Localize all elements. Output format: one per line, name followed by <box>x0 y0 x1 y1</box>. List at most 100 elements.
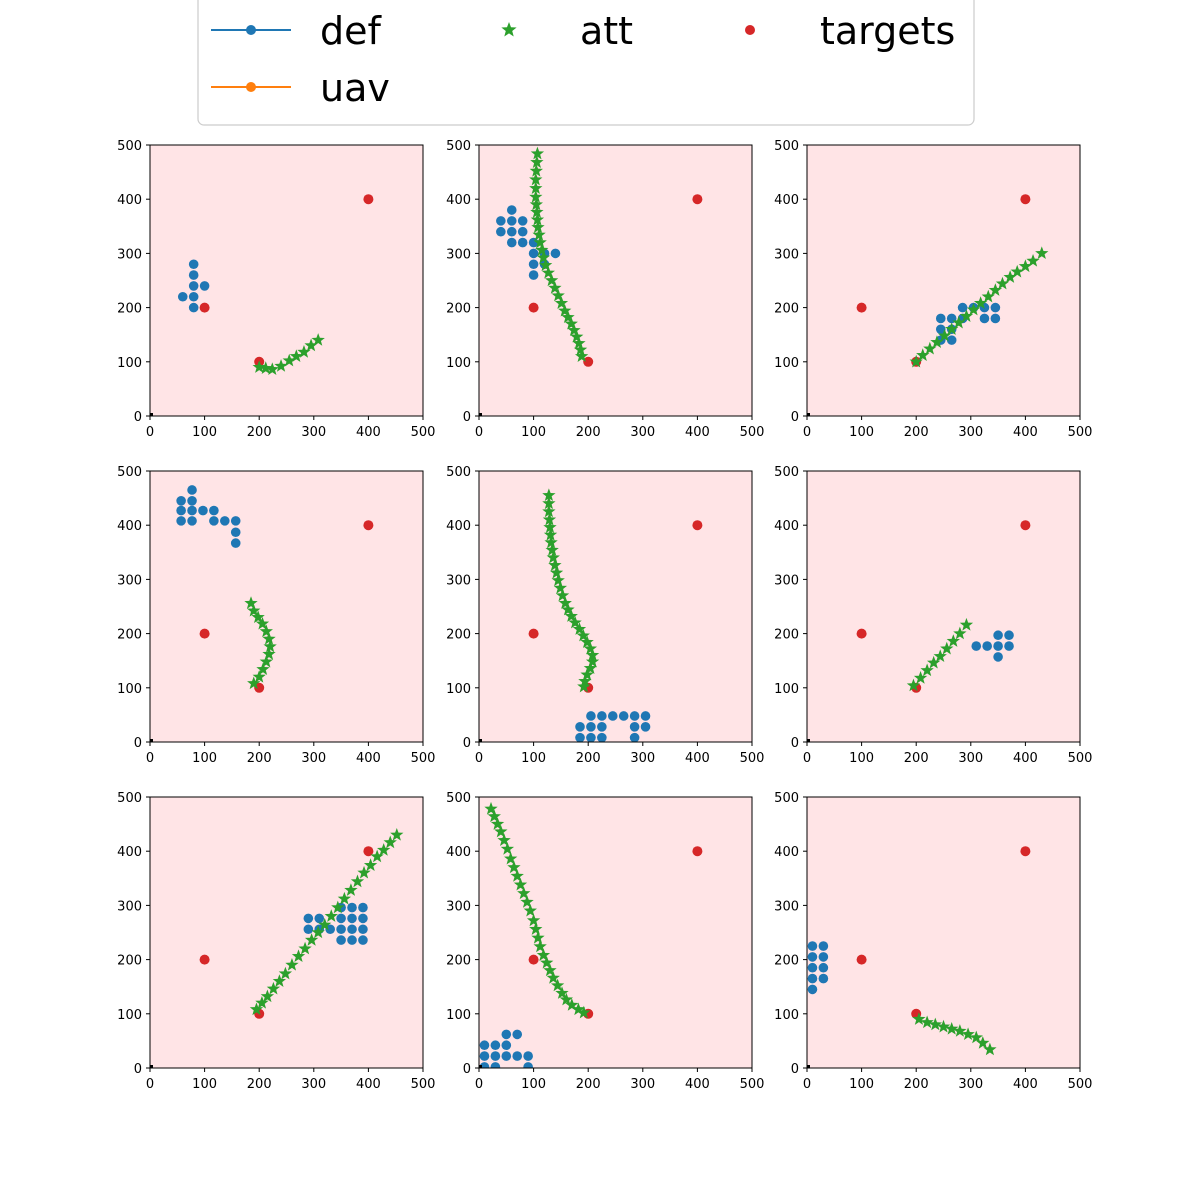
def-point <box>990 313 1001 324</box>
legend-uav-marker <box>246 82 256 92</box>
def-point <box>957 302 968 313</box>
def-point <box>314 913 325 924</box>
x-tick-label: 300 <box>301 425 326 440</box>
x-tick-label: 300 <box>958 425 983 440</box>
target-point <box>1020 520 1031 531</box>
att-point <box>558 596 572 609</box>
att-point <box>357 865 371 879</box>
att-point <box>282 353 296 367</box>
x-tick-label: 400 <box>685 1077 710 1092</box>
def-point <box>512 1051 523 1061</box>
x-tick-label: 0 <box>803 1077 811 1092</box>
att-point <box>266 981 281 995</box>
att-point <box>558 303 572 317</box>
att-point <box>550 978 565 992</box>
x-tick-label: 300 <box>630 751 655 766</box>
att-point <box>543 527 558 541</box>
y-tick-label: 300 <box>446 247 471 262</box>
y-tick-label: 200 <box>446 628 471 643</box>
target-point <box>363 846 374 857</box>
att-point <box>909 354 923 368</box>
def-point <box>629 732 640 742</box>
y-tick-label: 300 <box>774 899 799 914</box>
att-point <box>544 535 558 549</box>
x-tick-label: 100 <box>192 425 217 440</box>
def-point <box>979 313 990 324</box>
att-point <box>981 289 995 303</box>
x-tick-label: 0 <box>475 1077 483 1092</box>
def-point <box>176 516 186 526</box>
legend-frame <box>197 0 975 126</box>
att-point <box>542 496 556 510</box>
def-point <box>188 302 199 313</box>
y-tick-label: 500 <box>446 791 471 806</box>
target-point <box>1020 846 1031 857</box>
y-tick-label: 200 <box>117 954 142 969</box>
att-point <box>1035 246 1049 260</box>
legend-def-marker <box>246 25 256 35</box>
att-point <box>249 1002 264 1016</box>
y-tick-label: 300 <box>774 573 799 588</box>
att-point <box>540 955 554 969</box>
target-point <box>199 302 210 313</box>
att-point <box>937 328 952 342</box>
def-point <box>971 641 982 651</box>
def-point <box>807 973 818 984</box>
att-point <box>530 146 545 160</box>
def-point <box>506 205 517 215</box>
x-tick-label: 200 <box>904 1077 929 1092</box>
att-point <box>572 336 586 350</box>
plot-points <box>150 194 374 416</box>
att-point <box>923 341 937 355</box>
att-point <box>973 296 988 309</box>
def-point <box>358 924 368 935</box>
x-tick-label: 400 <box>356 425 381 440</box>
att-point <box>541 265 555 279</box>
legend-targets-marker <box>745 25 755 35</box>
y-tick-label: 200 <box>774 302 799 317</box>
x-tick-label: 300 <box>630 1077 655 1092</box>
origin-marker <box>150 739 153 742</box>
def-point <box>479 1040 490 1051</box>
target-point <box>583 356 594 367</box>
att-point <box>568 615 582 629</box>
def-point <box>586 722 596 732</box>
def-point <box>982 641 992 651</box>
legend-entry-att: att <box>501 9 633 53</box>
def-point <box>597 732 607 742</box>
x-tick-label: 400 <box>685 751 710 766</box>
def-point <box>993 641 1003 651</box>
y-tick-label: 200 <box>446 954 471 969</box>
target-point <box>199 628 210 639</box>
def-point <box>993 652 1003 662</box>
y-tick-label: 300 <box>446 573 471 588</box>
att-point <box>529 181 543 195</box>
axes-frame <box>149 470 424 743</box>
att-point <box>494 824 508 838</box>
x-tick-label: 400 <box>1013 425 1038 440</box>
att-point <box>561 602 575 616</box>
def-point <box>506 216 517 226</box>
att-point <box>318 917 332 931</box>
att-point <box>564 316 578 330</box>
att-point <box>337 891 352 905</box>
origin-marker <box>479 739 482 742</box>
y-tick-label: 200 <box>774 628 799 643</box>
att-point <box>959 617 974 631</box>
att-point <box>565 998 579 1011</box>
def-point <box>629 722 640 732</box>
att-point <box>251 610 265 623</box>
def-point <box>358 913 368 924</box>
att-point <box>272 974 287 987</box>
plot-area <box>807 471 1080 742</box>
y-tick-label: 400 <box>774 845 799 860</box>
att-point <box>526 913 541 927</box>
def-point <box>188 259 199 270</box>
y-tick-label: 100 <box>446 356 471 371</box>
att-point <box>559 992 574 1006</box>
y-tick-label: 200 <box>774 954 799 969</box>
def-point <box>807 984 818 995</box>
def-point <box>347 902 357 913</box>
att-point <box>953 626 967 640</box>
